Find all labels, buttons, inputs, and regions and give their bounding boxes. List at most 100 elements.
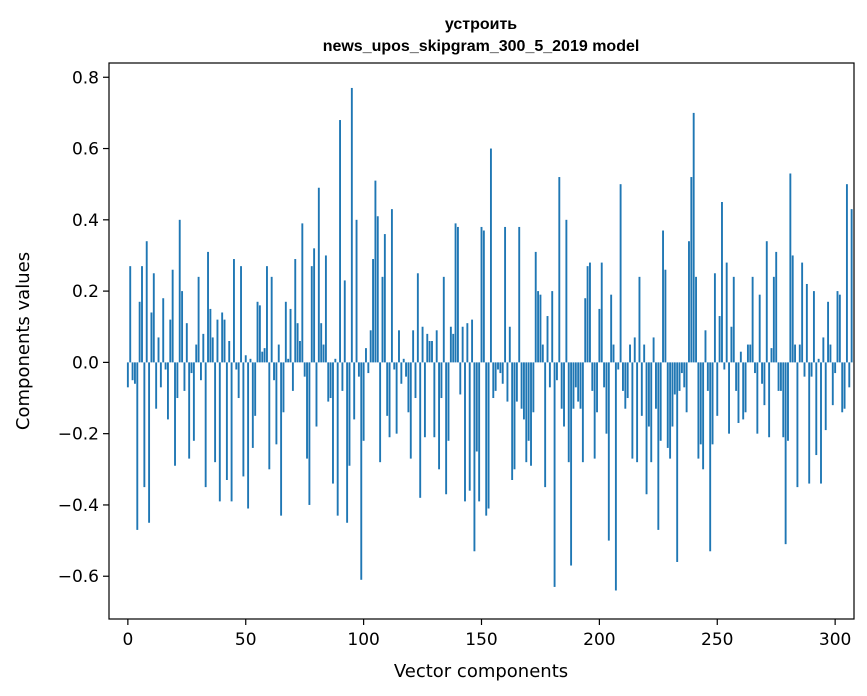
bar-252 xyxy=(721,202,723,363)
bar-125 xyxy=(421,326,424,363)
bar-18 xyxy=(169,319,172,363)
bar-29 xyxy=(195,344,198,363)
bar-61 xyxy=(270,276,273,363)
x-tick-label: 200 xyxy=(583,630,615,650)
bar-239 xyxy=(690,177,693,363)
bar-67 xyxy=(284,301,287,363)
bar-26 xyxy=(188,362,191,459)
bar-135 xyxy=(445,362,448,495)
bar-222 xyxy=(650,362,653,463)
bar-232 xyxy=(673,362,676,395)
bar-80 xyxy=(315,362,318,427)
bar-142 xyxy=(461,326,464,363)
bar-126 xyxy=(423,362,426,438)
bar-231 xyxy=(671,362,674,427)
y-tick-label: 0.6 xyxy=(72,140,99,160)
bar-85 xyxy=(327,362,330,402)
bar-303 xyxy=(841,362,844,413)
bar-287 xyxy=(803,362,806,377)
bar-11 xyxy=(152,273,155,363)
bar-182 xyxy=(556,362,558,381)
bar-129 xyxy=(431,341,433,363)
bar-143 xyxy=(464,362,466,502)
bar-230 xyxy=(669,362,672,459)
y-tick-label: 0.0 xyxy=(72,353,99,373)
bar-194 xyxy=(584,298,587,363)
bar-181 xyxy=(553,362,556,587)
bar-273 xyxy=(770,348,773,363)
bar-2 xyxy=(131,362,134,381)
bar-180 xyxy=(551,291,554,363)
bar-234 xyxy=(678,362,681,391)
bar-31 xyxy=(200,362,202,381)
bar-248 xyxy=(711,362,714,445)
bar-15 xyxy=(162,298,165,363)
bar-260 xyxy=(739,351,742,363)
bar-223 xyxy=(652,337,655,363)
bar-214 xyxy=(631,362,634,459)
bar-207 xyxy=(614,362,617,591)
bar-9 xyxy=(148,362,151,523)
bar-280 xyxy=(787,362,789,441)
bar-130 xyxy=(433,362,436,438)
x-tick-label: 250 xyxy=(701,630,733,650)
bar-65 xyxy=(280,362,283,516)
bar-160 xyxy=(504,226,507,363)
bar-3 xyxy=(133,362,136,384)
bar-88 xyxy=(334,358,337,363)
bar-83 xyxy=(322,344,325,363)
bar-224 xyxy=(655,362,657,409)
bar-204 xyxy=(607,362,610,541)
x-axis-ticks: 0 50 100 150 200 250 300 xyxy=(122,619,851,650)
bar-186 xyxy=(565,219,568,363)
bar-251 xyxy=(718,316,721,363)
bar-246 xyxy=(706,362,709,391)
bar-96 xyxy=(353,362,356,420)
bar-51 xyxy=(247,362,250,509)
bar-81 xyxy=(317,187,320,363)
bar-40 xyxy=(221,312,224,363)
bar-117 xyxy=(402,358,405,363)
bar-212 xyxy=(626,362,629,399)
bar-25 xyxy=(185,323,188,363)
bar-114 xyxy=(395,362,398,434)
bar-84 xyxy=(324,255,327,363)
bar-284 xyxy=(796,362,799,488)
bar-94 xyxy=(348,362,351,466)
bar-243 xyxy=(699,362,702,445)
x-tick-label: 300 xyxy=(819,630,851,650)
bar-53 xyxy=(251,362,254,448)
bar-183 xyxy=(558,177,561,363)
bar-272 xyxy=(768,362,771,438)
bar-170 xyxy=(527,362,530,441)
y-tick-label: 0.4 xyxy=(72,211,99,231)
bar-299 xyxy=(831,362,834,406)
bar-47 xyxy=(237,362,240,399)
bar-41 xyxy=(223,319,226,363)
bar-190 xyxy=(574,362,577,388)
bar-307 xyxy=(850,209,853,363)
bar-55 xyxy=(256,301,259,363)
bar-121 xyxy=(412,330,415,363)
bar-132 xyxy=(438,362,441,470)
bar-277 xyxy=(779,362,782,391)
bar-70 xyxy=(291,362,294,391)
bar-259 xyxy=(737,362,740,423)
bar-30 xyxy=(197,276,200,363)
y-tick-label: −0.6 xyxy=(58,567,99,587)
bar-12 xyxy=(155,362,158,409)
bar-257 xyxy=(732,276,735,363)
bar-294 xyxy=(820,362,822,484)
bar-286 xyxy=(801,262,804,363)
bar-169 xyxy=(525,362,528,463)
bar-148 xyxy=(475,362,478,452)
bar-60 xyxy=(268,362,271,470)
bar-295 xyxy=(822,337,825,363)
bar-267 xyxy=(756,362,759,434)
bar-211 xyxy=(624,362,627,409)
bar-71 xyxy=(294,259,297,363)
bar-66 xyxy=(282,362,285,413)
bar-164 xyxy=(513,362,516,470)
bar-228 xyxy=(664,269,667,363)
bar-263 xyxy=(746,344,749,363)
